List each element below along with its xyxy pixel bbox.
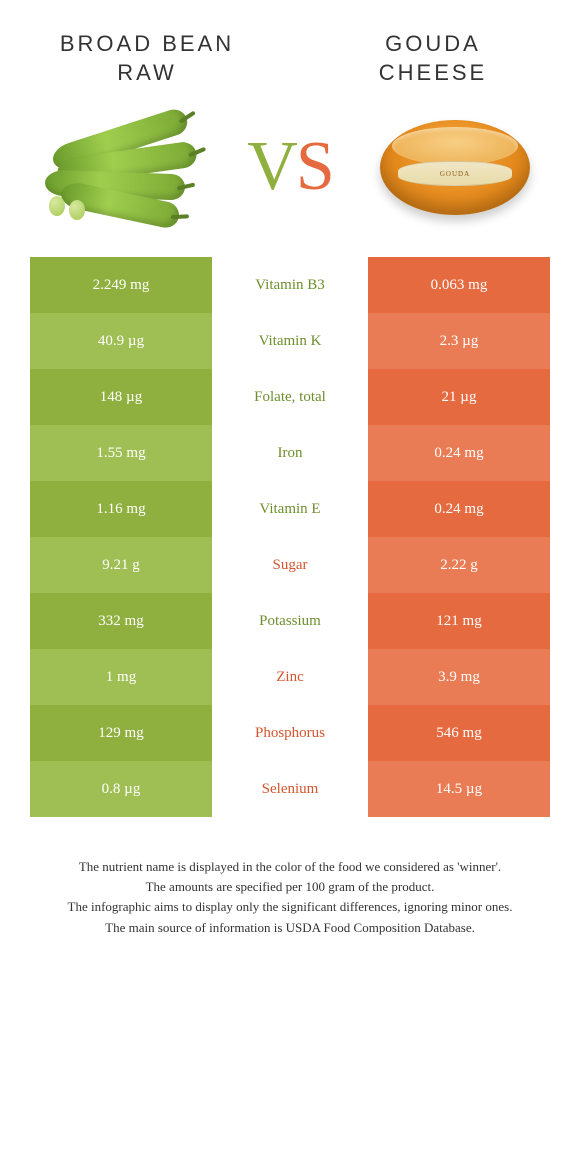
- right-value: 0.063 mg: [368, 257, 550, 313]
- table-row: 1.55 mgIron0.24 mg: [30, 425, 550, 481]
- nutrient-name: Folate, total: [212, 369, 368, 425]
- table-row: 9.21 gSugar2.22 g: [30, 537, 550, 593]
- right-value: 0.24 mg: [368, 425, 550, 481]
- right-value: 2.3 µg: [368, 313, 550, 369]
- right-value: 21 µg: [368, 369, 550, 425]
- table-row: 1 mgZinc3.9 mg: [30, 649, 550, 705]
- left-value: 1.16 mg: [30, 481, 212, 537]
- infographic-container: BROAD BEANRAW GOUDACHEESE VS GOUDA: [0, 0, 580, 958]
- vs-label: VS: [247, 127, 333, 207]
- table-row: 129 mgPhosphorus546 mg: [30, 705, 550, 761]
- left-value: 332 mg: [30, 593, 212, 649]
- right-value: 14.5 µg: [368, 761, 550, 817]
- vs-v: V: [247, 128, 296, 205]
- nutrient-name: Selenium: [212, 761, 368, 817]
- table-row: 2.249 mgVitamin B30.063 mg: [30, 257, 550, 313]
- right-value: 2.22 g: [368, 537, 550, 593]
- broad-bean-illustration: [40, 107, 210, 227]
- left-value: 148 µg: [30, 369, 212, 425]
- nutrient-name: Sugar: [212, 537, 368, 593]
- right-value: 3.9 mg: [368, 649, 550, 705]
- footnote-line: The nutrient name is displayed in the co…: [40, 857, 540, 877]
- footnote-line: The infographic aims to display only the…: [40, 897, 540, 917]
- nutrient-name: Phosphorus: [212, 705, 368, 761]
- table-row: 332 mgPotassium121 mg: [30, 593, 550, 649]
- left-value: 129 mg: [30, 705, 212, 761]
- footnote-line: The main source of information is USDA F…: [40, 918, 540, 938]
- right-value: 121 mg: [368, 593, 550, 649]
- left-value: 9.21 g: [30, 537, 212, 593]
- nutrient-name: Vitamin K: [212, 313, 368, 369]
- left-value: 1.55 mg: [30, 425, 212, 481]
- nutrient-name: Potassium: [212, 593, 368, 649]
- table-row: 148 µgFolate, total21 µg: [30, 369, 550, 425]
- left-value: 40.9 µg: [30, 313, 212, 369]
- table-row: 0.8 µgSelenium14.5 µg: [30, 761, 550, 817]
- nutrient-name: Zinc: [212, 649, 368, 705]
- right-value: 546 mg: [368, 705, 550, 761]
- hero-row: VS GOUDA: [30, 107, 550, 227]
- footnote-line: The amounts are specified per 100 gram o…: [40, 877, 540, 897]
- nutrient-name: Vitamin B3: [212, 257, 368, 313]
- comparison-table: 2.249 mgVitamin B30.063 mg40.9 µgVitamin…: [30, 257, 550, 817]
- left-value: 1 mg: [30, 649, 212, 705]
- footnotes: The nutrient name is displayed in the co…: [30, 857, 550, 938]
- left-food-title: BROAD BEANRAW: [30, 30, 264, 87]
- table-row: 1.16 mgVitamin E0.24 mg: [30, 481, 550, 537]
- titles-row: BROAD BEANRAW GOUDACHEESE: [30, 30, 550, 87]
- vs-s: S: [296, 128, 333, 205]
- right-value: 0.24 mg: [368, 481, 550, 537]
- table-row: 40.9 µgVitamin K2.3 µg: [30, 313, 550, 369]
- left-value: 0.8 µg: [30, 761, 212, 817]
- nutrient-name: Iron: [212, 425, 368, 481]
- left-value: 2.249 mg: [30, 257, 212, 313]
- gouda-cheese-illustration: GOUDA: [370, 107, 540, 227]
- nutrient-name: Vitamin E: [212, 481, 368, 537]
- cheese-wheel-label: GOUDA: [440, 170, 470, 178]
- right-food-title: GOUDACHEESE: [316, 30, 550, 87]
